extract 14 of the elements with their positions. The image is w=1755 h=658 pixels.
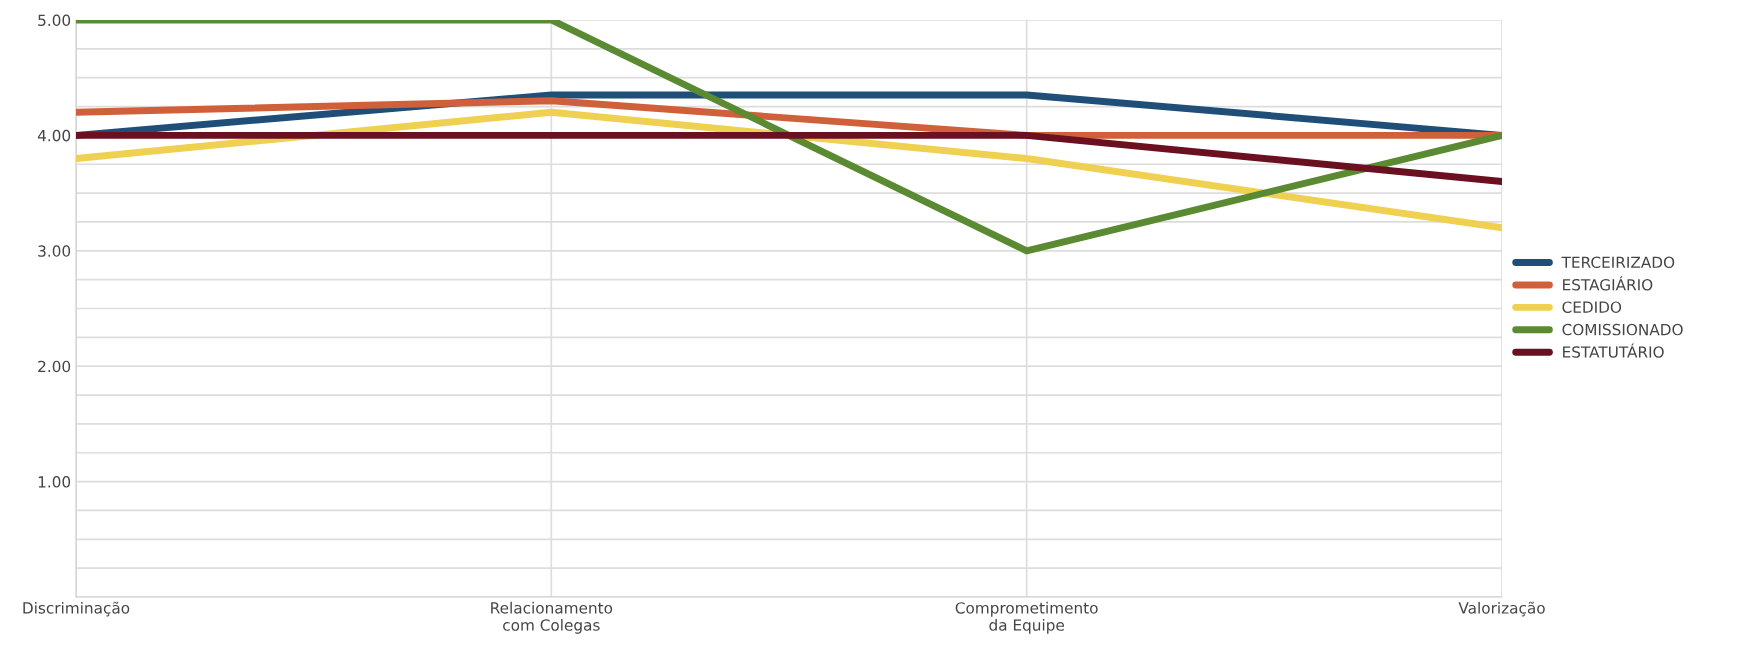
- y-tick-label: 1.00: [38, 476, 71, 488]
- y-tick-label: 3.00: [38, 245, 71, 257]
- y-tick-label: 4.00: [37, 129, 71, 142]
- legend-label: TERCEIRIZADO: [1561, 256, 1675, 269]
- y-tick-label: 5.00: [38, 14, 71, 27]
- x-tick-label: Discriminação: [23, 601, 130, 617]
- x-tick-label: Relacionamento com Colegas: [491, 601, 613, 634]
- legend-label: ESTATUTÁRIO: [1563, 343, 1664, 358]
- x-tick-label: Comprometimento da Equipe: [955, 601, 1098, 634]
- x-tick-label: Valorização: [1458, 601, 1545, 617]
- y-tick-label: 2.00: [38, 360, 71, 373]
- legend-label: COMISSIONADO: [1562, 323, 1683, 336]
- legend-label: CEDIDO: [1562, 301, 1622, 313]
- legend-label: ESTAGIÁRIO: [1563, 276, 1653, 291]
